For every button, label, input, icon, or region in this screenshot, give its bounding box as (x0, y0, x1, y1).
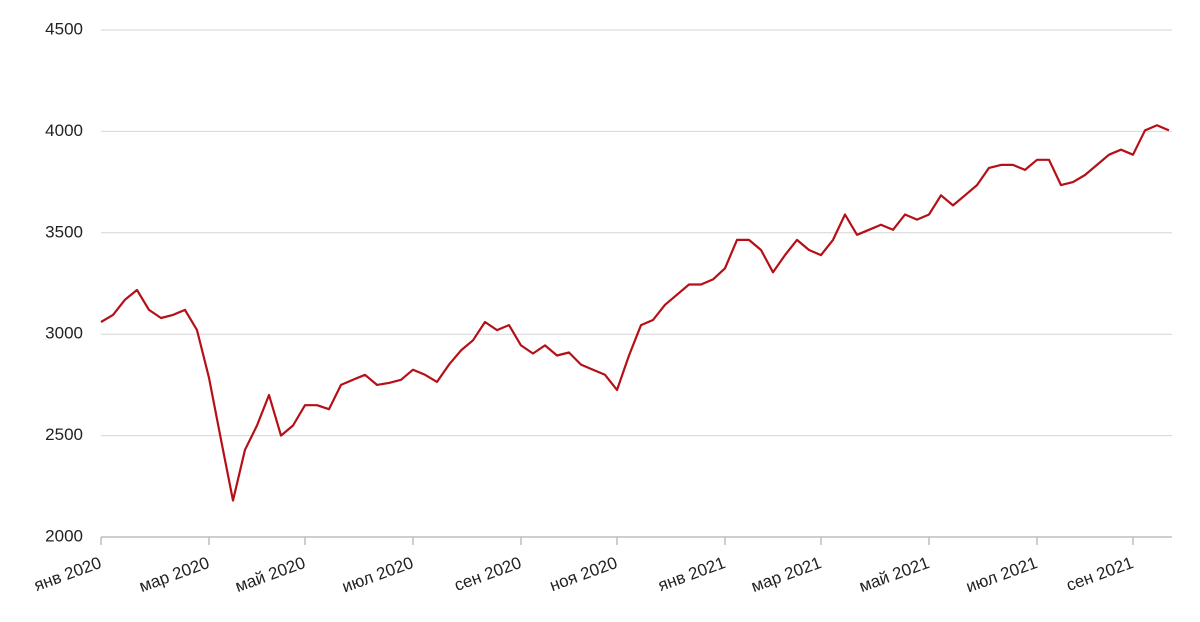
x-tick-label: ноя 2020 (547, 553, 620, 595)
y-tick-label: 4500 (45, 19, 83, 38)
x-tick-label: мар 2020 (137, 553, 212, 596)
x-tick-label: сен 2021 (1064, 553, 1136, 595)
x-tick-label: май 2020 (233, 553, 308, 596)
y-tick-label: 3500 (45, 222, 83, 241)
y-tick-label: 4000 (45, 121, 83, 140)
x-tick-label: май 2021 (857, 553, 932, 596)
x-tick-label: мар 2021 (749, 553, 824, 596)
x-tick-label: июл 2020 (340, 553, 416, 596)
x-tick-label: июл 2021 (964, 553, 1040, 596)
y-tick-label: 2500 (45, 425, 83, 444)
y-tick-label: 2000 (45, 526, 83, 545)
x-tick-label: янв 2021 (655, 553, 727, 595)
x-tick-label: сен 2020 (452, 553, 524, 595)
data-line (100, 124, 1170, 502)
x-tick-label: янв 2020 (31, 553, 103, 595)
y-tick-label: 3000 (45, 324, 83, 343)
